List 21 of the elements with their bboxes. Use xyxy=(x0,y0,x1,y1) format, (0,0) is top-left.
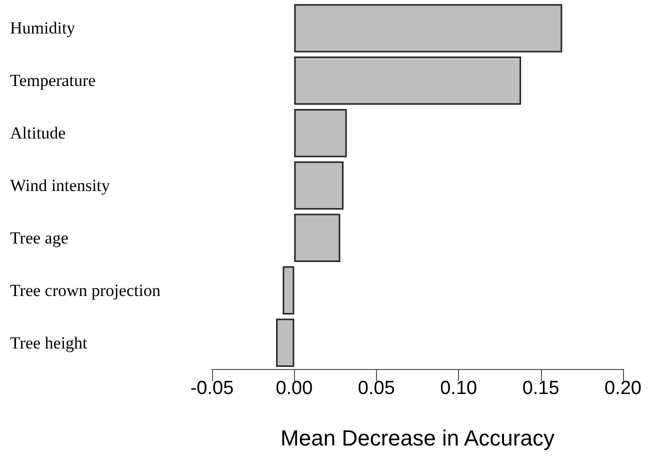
bar xyxy=(276,318,294,367)
x-tick-label: 0.05 xyxy=(358,378,395,399)
y-tick-label: Humidity xyxy=(10,18,76,38)
y-tick-label: Wind intensity xyxy=(10,176,110,195)
bar xyxy=(282,266,294,314)
y-tick-label: Tree height xyxy=(10,333,88,352)
x-tick-label: 0.15 xyxy=(522,378,560,399)
bar xyxy=(294,214,340,262)
x-tick-label: 0.10 xyxy=(440,378,478,399)
x-axis-title: Mean Decrease in Accuracy xyxy=(280,426,554,450)
bar xyxy=(294,56,522,105)
y-tick-label: Temperature xyxy=(10,71,96,90)
bar xyxy=(294,161,344,210)
y-tick-label: Tree age xyxy=(10,228,68,248)
y-tick-label: Altitude xyxy=(10,124,66,143)
x-tick-label: -0.05 xyxy=(190,378,234,399)
bar xyxy=(294,4,562,52)
x-tick-label: 0.20 xyxy=(604,378,642,399)
x-tick-label: 0.00 xyxy=(276,378,313,399)
bar xyxy=(294,108,347,158)
y-tick-label: Tree crown projection xyxy=(10,280,161,300)
